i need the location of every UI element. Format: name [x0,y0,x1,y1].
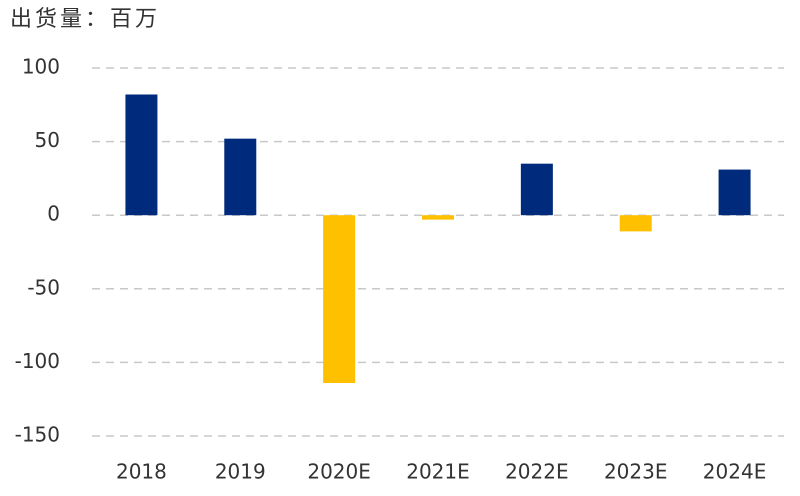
y-tick-label: -50 [27,275,60,299]
bar [520,163,553,216]
y-tick-label: 0 [47,202,60,226]
x-tick-label: 2024E [703,460,767,484]
x-tick-label: 2023E [604,460,668,484]
y-tick-label: -150 [15,423,60,447]
bar [323,215,356,384]
y-tick-label: 50 [35,128,60,152]
x-tick-label: 2019 [215,460,266,484]
y-tick-label: -100 [15,349,60,373]
bar [718,169,751,216]
bar [224,138,257,216]
bar [125,94,158,216]
chart-title: 出货量：百万 [10,7,160,32]
x-tick-label: 2021E [406,460,470,484]
x-tick-label: 2022E [505,460,569,484]
x-tick-label: 2020E [307,460,371,484]
bar [619,215,652,232]
bar [422,215,454,220]
y-tick-label: 100 [22,55,60,79]
x-tick-label: 2018 [116,460,167,484]
